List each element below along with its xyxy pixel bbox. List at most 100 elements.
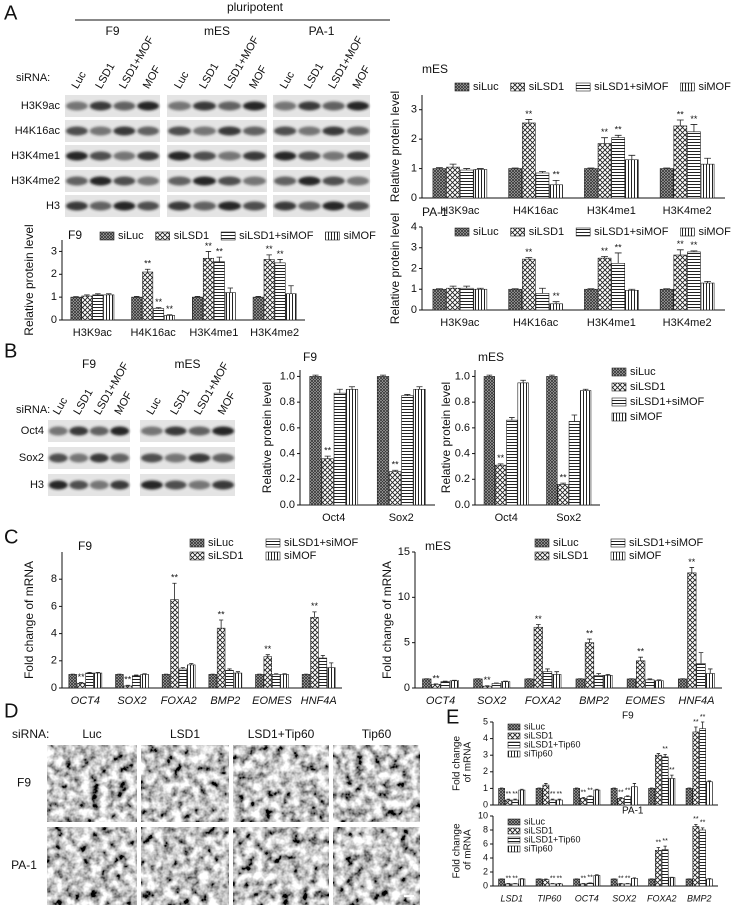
micrograph [333,745,420,822]
panel-label: B [4,340,17,362]
significance: ** [688,557,696,567]
y-tick-label: 5 [404,637,410,649]
bar [611,137,626,199]
bar [518,878,526,887]
x-tick-label: SOX2 [612,893,636,903]
significance: ** [700,714,706,721]
bar [422,678,432,689]
blot-band [164,426,187,436]
significance: ** [557,791,563,798]
blot-band [89,151,112,161]
error-bar [601,137,608,144]
y-axis-label: Fold change of mRNA [22,561,36,679]
bar [700,163,715,199]
bar [648,878,655,887]
bar [659,168,674,199]
y-tick-label: 3 [483,750,488,760]
error-bar [194,296,201,298]
bar [648,788,655,806]
legend-swatch [99,231,115,241]
bar [263,259,275,321]
legend-label: siLSD1+siMOF [239,230,314,242]
blot-band [137,101,160,111]
legend-label: siLSD1 [529,81,564,93]
blot-band [110,480,130,490]
bar [440,681,450,689]
blot-strip [167,95,267,117]
y-tick-label: 2 [483,866,488,876]
bar [401,395,414,506]
bar [524,678,534,689]
significance: ** [581,789,587,796]
significance: ** [535,614,543,624]
error-bar [694,726,698,732]
bar [432,288,447,311]
lane-label: Luc [278,69,298,91]
blot-row-label: Oct4 [21,425,44,437]
error-bar [520,379,526,383]
column-label: Tip60 [362,727,392,741]
blot-band [110,453,130,463]
blot-header: pluripotent [227,0,284,14]
significance: ** [601,246,609,256]
bar [692,826,700,887]
bar [542,784,550,806]
error-bar [614,252,622,264]
x-tick-label: H3K4me1 [587,205,636,217]
error-bar [595,788,599,791]
error-bar [595,874,599,876]
significance: ** [166,304,174,314]
blot-band [212,453,235,463]
bar [625,289,639,311]
legend-swatch [611,382,627,392]
blot-band [89,201,112,211]
error-bar [95,293,101,295]
legend-swatch [610,538,626,548]
error-bar [663,845,667,850]
blot-band [212,426,235,436]
significance: ** [693,719,699,726]
bar [327,667,336,689]
error-bar [144,268,151,272]
error-bar [663,167,671,169]
error-bar [536,624,541,628]
y-tick-label: 10 [478,810,488,820]
y-tick-label: 0.8 [455,396,470,408]
bar [586,796,594,806]
error-bar [638,656,643,661]
error-bar [694,824,698,827]
blot-band [140,480,163,490]
legend-swatch [265,551,281,561]
y-tick-label: 0.8 [280,396,295,408]
bar [579,390,592,506]
blot-band [65,201,88,211]
significance: ** [662,838,668,845]
error-bar [605,674,611,676]
error-bar [588,795,592,797]
bar [504,883,512,887]
chart-title: F9 [78,539,92,553]
y-axis-label: Relative protein level [388,91,402,202]
significance: ** [690,240,698,250]
micrograph [333,827,420,905]
x-tick-label: OCT4 [575,893,599,903]
x-tick-label: BMP2 [210,695,240,707]
blot-band [168,176,191,186]
error-bar [155,307,162,309]
blot-band [89,453,109,463]
error-bar [497,463,504,466]
micrograph [47,745,137,822]
error-bar [700,827,705,830]
significance: ** [512,875,518,882]
x-tick-label: H3K9ac [73,327,113,339]
error-bar [707,668,713,674]
blot-band [48,453,68,463]
bar [661,756,669,806]
blot-row-label: H3K9ac [21,100,61,112]
error-bar [587,167,595,169]
bar [482,685,492,689]
error-bar [676,119,684,126]
blot-band [113,201,136,211]
chart-title: mES [478,350,504,364]
x-tick-label: HNF4A [301,695,337,707]
